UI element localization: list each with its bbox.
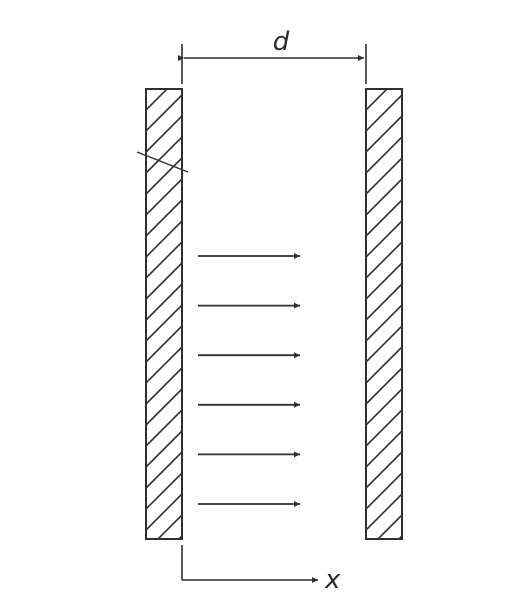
hatch-line xyxy=(146,241,182,279)
hatch-line xyxy=(146,89,148,90)
left-plate xyxy=(145,88,183,593)
hatch-line xyxy=(366,409,402,447)
hatch-line xyxy=(146,157,182,195)
hatch-line xyxy=(376,514,402,539)
hatch-line xyxy=(366,472,402,510)
hatch-line xyxy=(366,493,402,531)
gap-dimension: d xyxy=(178,27,367,84)
hatch-line xyxy=(366,115,402,153)
hatch-line xyxy=(146,115,182,153)
hatch-line xyxy=(366,89,368,90)
hatch-line xyxy=(366,199,402,237)
hatch-line xyxy=(146,220,182,258)
hatch-line xyxy=(366,89,389,111)
hatch-line xyxy=(146,262,182,300)
hatch-line xyxy=(146,136,182,174)
hatch-line xyxy=(156,514,182,539)
hatch-line xyxy=(146,199,182,237)
hatch-line xyxy=(177,535,182,539)
hatch-line xyxy=(146,283,182,321)
x-axis: x xyxy=(181,545,341,595)
hatch-line xyxy=(366,304,402,342)
hatch-line xyxy=(146,451,182,489)
hatch-line xyxy=(366,241,402,279)
gap-label: d xyxy=(273,27,290,57)
hatch-line xyxy=(366,283,402,321)
hatch-line xyxy=(146,557,182,593)
axis-label: x xyxy=(324,565,341,595)
hatch-line xyxy=(366,94,402,132)
hatch-line xyxy=(366,262,402,300)
hatch-line xyxy=(146,94,182,132)
hatch-line xyxy=(146,388,182,426)
hatch-line xyxy=(366,220,402,258)
hatch-line xyxy=(146,346,182,384)
hatch-line xyxy=(397,535,402,539)
field-arrows xyxy=(198,253,300,507)
hatch-line xyxy=(366,430,402,468)
hatch-line xyxy=(146,472,182,510)
hatch-line xyxy=(366,388,402,426)
hatch-line xyxy=(146,304,182,342)
hatch-line xyxy=(366,178,402,216)
hatch-line xyxy=(366,367,402,405)
plate-tick-mark xyxy=(136,151,189,173)
hatch-line xyxy=(366,325,402,363)
hatch-line xyxy=(146,178,182,216)
hatch-line xyxy=(146,89,169,111)
hatch-line xyxy=(146,325,182,363)
hatch-line xyxy=(366,557,402,593)
right-plate xyxy=(365,88,403,593)
hatch-line xyxy=(146,367,182,405)
hatch-line xyxy=(146,409,182,447)
hatch-line xyxy=(366,346,402,384)
hatch-line xyxy=(146,430,182,468)
hatch-line xyxy=(146,493,182,531)
hatch-line xyxy=(366,451,402,489)
hatch-line xyxy=(366,157,402,195)
hatch-line xyxy=(366,136,402,174)
